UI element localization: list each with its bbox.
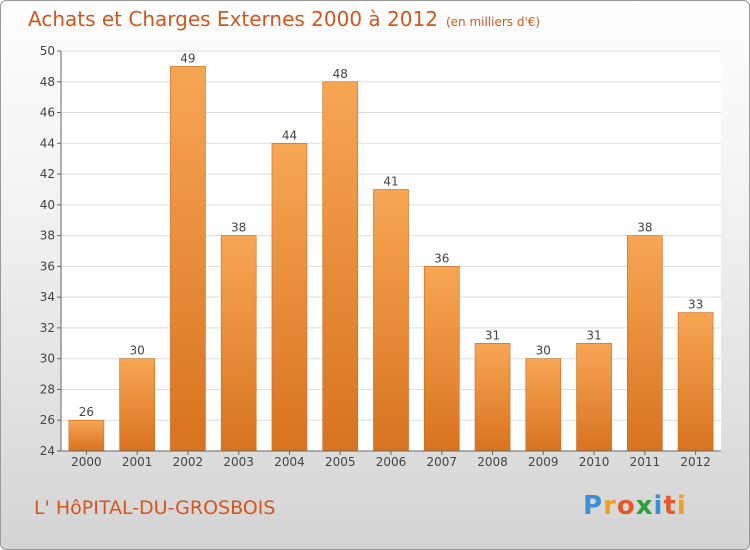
x-tick-label: 2005 xyxy=(325,455,356,469)
x-tick-label: 2012 xyxy=(680,455,711,469)
data-label: 30 xyxy=(130,344,145,358)
logo-letter: P xyxy=(583,491,604,521)
x-tick-label: 2004 xyxy=(274,455,305,469)
unit-note: (en milliers d'€) xyxy=(445,15,541,29)
data-label: 31 xyxy=(485,328,500,342)
x-tick-label: 2003 xyxy=(223,455,254,469)
x-tick-label: 2002 xyxy=(173,455,204,469)
logo-letter: x xyxy=(635,491,654,521)
y-tick-label: 34 xyxy=(40,290,55,304)
x-tick-label: 2007 xyxy=(426,455,457,469)
y-tick-label: 30 xyxy=(40,352,55,366)
bar xyxy=(322,81,359,452)
bar xyxy=(119,358,155,452)
y-tick-label: 26 xyxy=(40,413,55,427)
bar xyxy=(170,66,206,452)
y-tick-label: 50 xyxy=(40,44,55,58)
x-axis: 2000 2001 2002 2003 2004 2005 2006 2007 2008 2009… xyxy=(61,450,721,469)
y-tick-label: 48 xyxy=(40,75,55,89)
data-label: 31 xyxy=(586,328,601,342)
bars: 26 30 49 38 44 48 41 36 31 30 31 38 33 xyxy=(68,51,714,452)
y-tick-label: 36 xyxy=(40,259,55,273)
logo-letter: r xyxy=(603,491,617,521)
bar xyxy=(220,235,257,452)
x-tick-label: 2006 xyxy=(376,455,407,469)
commune-name: L' HôPITAL-DU-GROSBOIS xyxy=(34,497,276,519)
data-label: 44 xyxy=(282,128,297,142)
data-label: 36 xyxy=(434,251,449,265)
y-tick-label: 40 xyxy=(40,198,55,212)
proxiti-logo[interactable]: Proxiti xyxy=(583,491,687,521)
logo-letter: t xyxy=(663,491,677,521)
bar xyxy=(271,143,308,452)
bar xyxy=(627,235,663,452)
x-tick-label: 2001 xyxy=(122,455,153,469)
logo-letter: i xyxy=(653,491,664,521)
data-label: 30 xyxy=(536,344,551,358)
data-label: 33 xyxy=(688,298,703,312)
data-label: 38 xyxy=(637,221,652,235)
bar xyxy=(677,312,714,452)
title-row: Achats et Charges Externes 2000 à 2012 (e… xyxy=(28,7,540,31)
y-tick-label: 42 xyxy=(40,167,55,181)
logo-letter: o xyxy=(616,491,636,521)
y-tick-label: 44 xyxy=(40,136,55,150)
data-label: 48 xyxy=(333,67,348,81)
y-tick-label: 28 xyxy=(40,382,55,396)
bar xyxy=(576,343,612,452)
x-tick-label: 2011 xyxy=(630,455,661,469)
x-tick-label: 2010 xyxy=(579,455,610,469)
data-label: 49 xyxy=(180,51,195,65)
bar xyxy=(373,189,409,452)
y-tick-label: 38 xyxy=(40,229,55,243)
data-label: 41 xyxy=(383,174,398,188)
y-tick-label: 24 xyxy=(40,444,55,458)
x-tick-label: 2008 xyxy=(477,455,508,469)
bar xyxy=(68,419,105,452)
y-tick-label: 32 xyxy=(40,321,55,335)
bar xyxy=(474,343,511,452)
y-axis: 24 26 28 30 32 34 36 38 40 42 44 46 48 50 xyxy=(40,44,62,458)
y-tick-label: 46 xyxy=(40,106,55,120)
data-label: 26 xyxy=(79,405,94,419)
data-label: 38 xyxy=(231,221,246,235)
logo-letter: i xyxy=(676,491,687,521)
x-tick-label: 2000 xyxy=(71,455,102,469)
chart-title: Achats et Charges Externes 2000 à 2012 xyxy=(28,7,438,31)
bar xyxy=(525,358,562,452)
bar xyxy=(423,266,460,452)
x-tick-label: 2009 xyxy=(528,455,559,469)
